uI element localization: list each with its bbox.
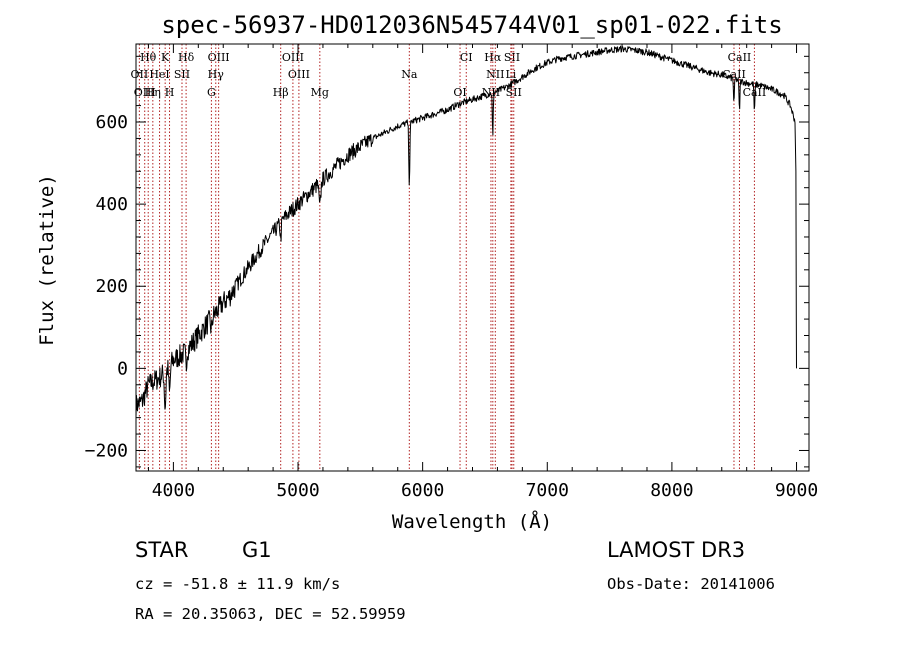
object-class: STAR: [135, 538, 189, 562]
spectral-line-label: OII: [131, 68, 149, 81]
plot-frame: [135, 43, 810, 472]
flux-series: [135, 45, 797, 417]
redshift-text: cz = -51.8 ± 11.9 km/s: [135, 575, 341, 593]
obs-date: Obs-Date: 20141006: [607, 575, 775, 593]
spectral-line-label: NII: [486, 68, 504, 81]
x-axis-label: Wavelength (Å): [392, 510, 552, 533]
spectral-line-label: CI: [460, 51, 473, 64]
spectral-line-label: Hδ: [178, 51, 195, 64]
spectral-line-label: Hθ: [140, 51, 157, 64]
y-tick-label: 200: [95, 276, 128, 297]
chart-title: spec-56937-HD012036N545744V01_sp01-022.f…: [161, 11, 782, 39]
spectral-line-label: Hγ: [208, 68, 225, 81]
flux-line: [135, 45, 797, 417]
y-tick-label: −200: [85, 440, 128, 461]
spectral-line-label: H: [165, 86, 175, 99]
spectral-line-label: SII: [174, 68, 190, 81]
y-tick-label: 0: [117, 358, 128, 379]
spectral-line-label: OIII: [282, 51, 304, 64]
spectral-line-label: Na: [401, 68, 418, 81]
spectral-line-label: OI: [453, 86, 466, 99]
spectral-line-label: OIII: [208, 51, 230, 64]
y-axis-label: Flux (relative): [36, 174, 58, 346]
y-tick-label: 400: [95, 194, 128, 215]
spectral-line-label: OIII: [288, 68, 310, 81]
spectral-line-label: K: [161, 51, 170, 64]
y-tick-label: 600: [95, 112, 128, 133]
spectral-line-label: Mg: [311, 86, 329, 99]
x-tick-label: 9000: [775, 480, 818, 501]
spectral-line-label: Hβ: [273, 86, 289, 99]
spectral-line-label: HeI: [149, 68, 169, 81]
spectral-line-label: Hα: [484, 51, 502, 64]
x-tick-label: 4000: [152, 480, 195, 501]
spectral-line-label: Li: [505, 68, 516, 81]
x-tick-label: 8000: [650, 480, 693, 501]
x-tick-label: 6000: [401, 480, 444, 501]
x-tick-label: 5000: [276, 480, 319, 501]
survey-name: LAMOST DR3: [607, 538, 746, 562]
spectral-line-label: NII: [482, 86, 500, 99]
x-tick-label: 7000: [526, 480, 569, 501]
spectral-line-label: G: [207, 86, 216, 99]
spectral-line-label: Hη: [145, 86, 161, 99]
spectral-line-label: SII: [506, 86, 522, 99]
axes: 4000 5000 6000 7000 8000 9000 −200 0 200 400 600: [85, 44, 818, 501]
spectral-line-label: CaII: [743, 86, 767, 99]
spectral-line-label: CaII: [728, 51, 752, 64]
object-subclass: G1: [242, 538, 272, 562]
spectral-line-label: SII: [504, 51, 520, 64]
coordinates: RA = 20.35063, DEC = 52.59959: [135, 605, 406, 623]
